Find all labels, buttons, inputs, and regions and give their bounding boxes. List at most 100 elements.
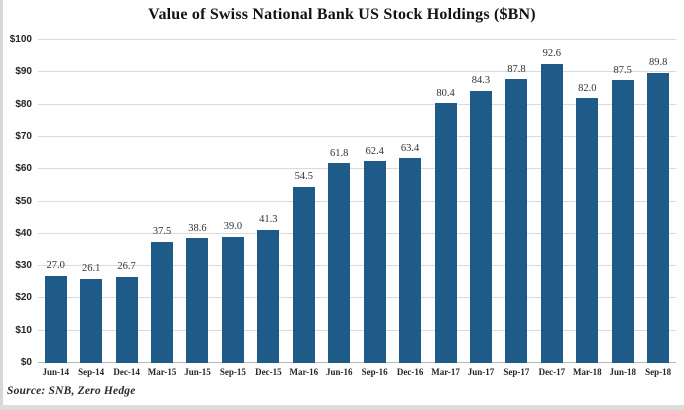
- x-tick-label: Jun-18: [609, 367, 636, 377]
- gridline: [38, 103, 676, 105]
- x-tick-label: Sep-15: [219, 367, 246, 377]
- y-tick-label: $0: [20, 357, 32, 368]
- bar: [328, 163, 351, 363]
- bar: [505, 79, 528, 363]
- x-tick-label: Sep-14: [78, 367, 105, 377]
- x-tick-label: Jun-16: [325, 367, 353, 377]
- x-tick-label: Dec-16: [396, 367, 424, 377]
- bar-column: 92.6: [534, 40, 569, 363]
- bar-value-label: 38.6: [188, 222, 207, 234]
- x-tick-label: Mar-17: [431, 367, 460, 377]
- gridline: [38, 39, 676, 40]
- y-tick-label: $50: [15, 195, 32, 207]
- bar: [115, 276, 138, 363]
- source-note: Source: SNB, Zero Hedge: [7, 385, 136, 397]
- bar-value-label: 82.0: [578, 82, 597, 94]
- gridline: [38, 168, 676, 170]
- y-tick-label: $90: [15, 66, 32, 78]
- bar-column: 39.0: [215, 40, 250, 363]
- y-tick-label: $80: [15, 98, 32, 110]
- bar-value-label: 27.0: [46, 260, 65, 272]
- bar-value-label: 39.0: [223, 221, 243, 233]
- gridline: [38, 200, 676, 202]
- bar-column: 26.1: [73, 40, 108, 363]
- bar-column: 87.8: [499, 40, 534, 363]
- bar: [576, 98, 599, 363]
- x-tick-label: Mar-18: [572, 367, 602, 377]
- bar-value-label: 87.5: [613, 64, 632, 76]
- x-tick-label: Dec-17: [538, 367, 566, 377]
- bar: [186, 238, 209, 363]
- gridline: [38, 135, 676, 137]
- x-tick-label: Mar-15: [147, 367, 177, 377]
- bar: [647, 72, 670, 363]
- bar-value-label: 26.7: [117, 261, 136, 273]
- bar: [80, 278, 103, 363]
- bar: [434, 103, 457, 363]
- bar-column: 80.4: [428, 40, 463, 363]
- bar: [292, 186, 315, 363]
- bar-value-label: 84.3: [471, 75, 491, 87]
- x-tick-label: Mar-16: [289, 367, 319, 377]
- gridline: [38, 265, 676, 267]
- y-tick-label: $10: [15, 324, 32, 336]
- x-tick-label: Dec-14: [113, 367, 140, 377]
- y-tick-label: $30: [15, 260, 32, 272]
- bar-column: 27.0: [38, 40, 73, 363]
- bar-value-label: 26.1: [81, 263, 101, 275]
- x-tick-label: Jun-17: [467, 367, 495, 377]
- bar: [611, 80, 634, 363]
- bar-value-label: 80.4: [436, 87, 455, 99]
- bar-column: 87.5: [605, 40, 640, 363]
- window-bottom-edge: [0, 405, 684, 410]
- bar-value-label: 41.3: [259, 214, 278, 226]
- x-tick-label: Sep-18: [645, 367, 672, 377]
- y-tick-label: $20: [15, 292, 32, 304]
- bar-column: 37.5: [144, 40, 179, 363]
- bar-column: 63.4: [392, 40, 427, 363]
- x-axis-labels: Jun-14 Sep-14 Dec-14 Mar-15 Jun-15 Sep-15 Dec-…: [38, 367, 676, 378]
- gridline: [38, 362, 676, 363]
- y-tick-label: $70: [15, 130, 32, 142]
- bar: [151, 241, 173, 363]
- x-tick-label: Jun-15: [184, 367, 211, 377]
- gridline: [38, 71, 676, 73]
- gridline: [38, 329, 676, 331]
- bar-column: 38.6: [180, 40, 215, 363]
- gridline: [38, 232, 676, 234]
- y-tick-label: $40: [15, 227, 32, 239]
- bar: [257, 229, 280, 363]
- bar-value-label: 92.6: [542, 48, 562, 60]
- bar-column: 26.7: [109, 40, 144, 363]
- y-tick-label: $100: [9, 34, 32, 45]
- bar-column: 89.8: [640, 40, 675, 363]
- bar-value-label: 61.8: [330, 147, 349, 159]
- y-tick-label: $60: [15, 163, 32, 175]
- bar-value-label: 87.8: [507, 63, 526, 75]
- x-tick-label: Sep-17: [503, 367, 530, 377]
- bar: [540, 63, 563, 363]
- bar: [44, 275, 67, 363]
- bar: [363, 161, 386, 363]
- bar-column: 62.4: [357, 40, 392, 363]
- bar-column: 61.8: [322, 40, 357, 363]
- x-tick-label: Jun-14: [42, 367, 69, 377]
- bar-column: 54.5: [286, 40, 321, 363]
- bar: [221, 237, 244, 363]
- bar-column: 82.0: [570, 40, 605, 363]
- chart-title: Value of Swiss National Bank US Stock Ho…: [148, 6, 536, 23]
- bar-value-label: 62.4: [365, 145, 384, 157]
- bars: 27.0 26.1 26.7 37.5 38.6 39.0 41.3 54.5 61.8 62.4…: [38, 40, 676, 363]
- bar: [469, 90, 492, 363]
- gridline: [38, 297, 676, 299]
- plot-area: $0 $10 $20 $30 $40 $50 $60 $70 $80 $90 $100 27.0 26…: [10, 35, 676, 368]
- x-tick-label: Sep-16: [361, 367, 388, 377]
- bar-value-label: 89.8: [648, 57, 668, 69]
- window-left-edge: [0, 0, 3, 410]
- bar-value-label: 54.5: [294, 171, 313, 183]
- bar: [399, 158, 422, 363]
- x-tick-label: Dec-15: [255, 367, 282, 377]
- bar-value-label: 37.5: [152, 226, 172, 238]
- bar-value-label: 63.4: [400, 142, 420, 154]
